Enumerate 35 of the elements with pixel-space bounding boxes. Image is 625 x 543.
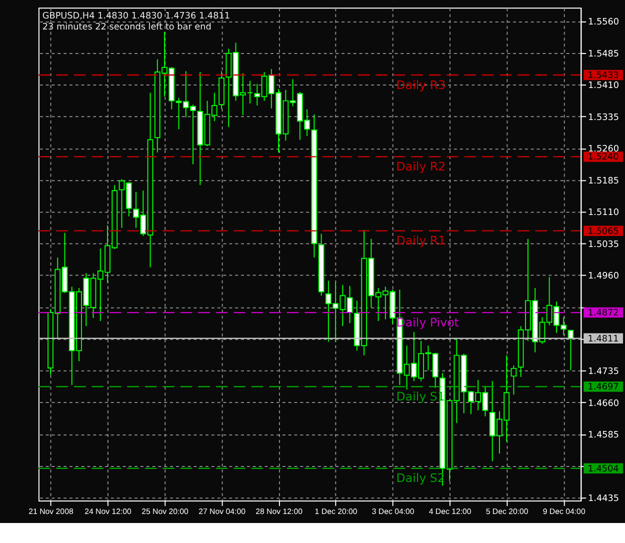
y-tick-label: 1.5410 — [588, 81, 620, 92]
ref-line-label: Daily R2 — [396, 160, 446, 174]
y-tick-label: 1.5335 — [588, 112, 620, 123]
x-tick-label: 21 Nov 2008 — [28, 506, 74, 516]
text: 1.4872 — [588, 308, 619, 318]
x-tick-label: 9 Dec 04:00 — [542, 506, 586, 516]
y-tick-label: 1.5035 — [588, 240, 620, 250]
text: 1.4811 — [588, 334, 619, 344]
x-tick-label: 5 Dec 20:00 — [486, 506, 529, 516]
text: 1.5433 — [588, 70, 619, 81]
x-tick-label: 27 Nov 04:00 — [198, 506, 246, 516]
y-tick-label: 1.4435 — [588, 494, 620, 504]
y-tick-label: 1.4660 — [588, 398, 620, 409]
y-tick-label: 1.5485 — [588, 49, 620, 60]
candlestick — [510, 364, 517, 396]
x-tick-label: 24 Nov 12:00 — [84, 506, 132, 516]
text: 1.5240 — [588, 152, 620, 163]
x-tick-label: 4 Dec 12:00 — [428, 506, 472, 516]
x-tick-label: 3 Dec 04:00 — [372, 506, 415, 516]
x-tick-label: 28 Nov 12:00 — [256, 506, 304, 516]
text: 1.5065 — [588, 226, 619, 237]
y-tick-label: 1.4960 — [588, 272, 620, 282]
chart-title: GBPUSD,H4 1.4830 1.4830 1.4736 1.4811 — [42, 12, 230, 22]
text: 23 minutes 22 seconds left to bar end — [42, 22, 212, 32]
ref-line-label: Daily R3 — [396, 78, 446, 92]
y-tick-label: 1.5560 — [588, 18, 620, 28]
y-tick-label: 1.5110 — [588, 208, 620, 218]
y-tick-label: 1.4735 — [588, 367, 620, 378]
y-tick-label: 1.4585 — [588, 430, 620, 441]
x-tick-label: 25 Nov 20:00 — [142, 506, 190, 516]
x-tick-label: 1 Dec 20:00 — [314, 506, 358, 516]
y-tick-label: 1.5185 — [588, 176, 620, 186]
ref-line-label: Daily R1 — [396, 234, 446, 248]
text: 1.4697 — [588, 382, 619, 393]
text: 1.4504 — [588, 464, 620, 474]
